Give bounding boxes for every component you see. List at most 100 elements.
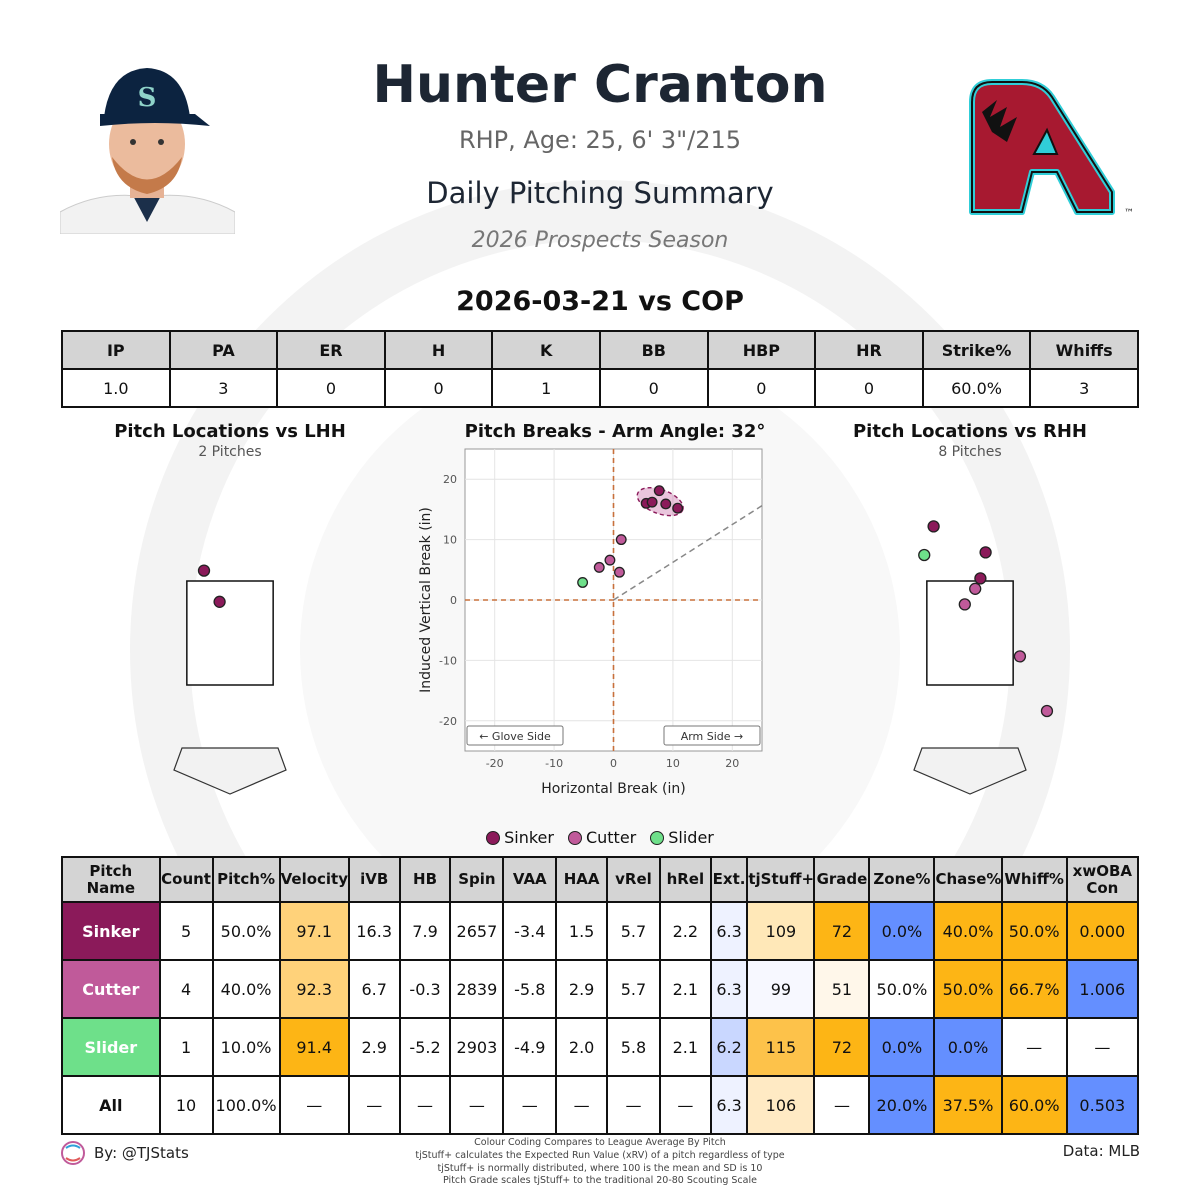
pitch-metric-cell: 6.7 [347,959,401,1019]
break-pitch-point [660,498,672,510]
x-tick-label: 10 [666,757,680,770]
pitch-metric-cell: 7.9 [398,901,452,961]
pitch-table-header: vRel [606,856,661,903]
box-score-value: 0 [814,368,924,408]
box-score-value: 60.0% [921,368,1032,408]
legend-swatch [486,830,501,845]
credit-text: By: @TJStats [94,1144,189,1162]
break-plot-title: Pitch Breaks - Arm Angle: 32° [464,421,766,442]
pitch-table-header: xwOBA Con [1065,856,1140,903]
season-label: 2026 Prospects Season [471,228,729,253]
pitch-metric-cell: 2.9 [555,959,609,1019]
pitch-metric-cell: 115 [746,1017,816,1077]
box-score-value: 0 [276,368,386,408]
box-score-header-row: IP PA ER H K BB HBP HR Strike% Whiffs [61,330,1139,370]
pitch-metric-cell: 2.1 [658,959,712,1019]
legend-item: Slider [650,828,714,847]
legend-label: Sinker [504,828,554,847]
pitch-metric-cell: 16.3 [347,901,401,961]
break-pitch-point [593,561,605,573]
rhh-pitch-point [958,598,971,611]
pitch-table-header: Whiff% [1000,856,1068,903]
y-tick-label: -20 [439,715,457,728]
rhh-home-plate [913,747,1027,795]
pitch-metric-cell: 0.000 [1065,901,1140,961]
summary-title: Daily Pitching Summary [426,176,774,210]
pitch-metric-cell: 5.8 [606,1017,661,1077]
break-pitch-point [653,485,665,497]
lhh-plot-title: Pitch Locations vs LHH [114,421,346,442]
footer-note: Colour Coding Compares to League Average… [474,1137,726,1148]
break-pitch-point [646,496,658,508]
pitch-metric-cell: 72 [813,901,871,961]
pitch-metric-cell: 20.0% [868,1075,936,1135]
pitch-metric-cell: — [398,1075,452,1135]
rhh-pitch-point [918,548,931,562]
pitch-table-header: Ext. [709,856,749,903]
break-pitch-point [577,577,589,588]
pitch-metric-cell: 2.9 [347,1017,401,1077]
pitch-name-cell: Slider [61,1017,161,1077]
box-score-value: 3 [1029,368,1139,408]
pitch-metric-cell: 66.7% [1000,959,1068,1019]
rhh-pitch-point [979,546,992,559]
player-name: Hunter Cranton [372,55,828,115]
pitch-table-header: Zone% [868,856,936,903]
pitch-metric-cell: 0.503 [1065,1075,1140,1135]
rhh-pitch-point [974,572,987,585]
pitch-metric-cell: 6.3 [709,1075,749,1135]
pitch-table-header: iVB [347,856,401,903]
pitch-metric-cell: — [658,1075,712,1135]
legend-item: Cutter [567,828,637,847]
box-score-header: IP [61,330,171,370]
box-score-header: HBP [706,330,817,370]
pitch-metric-cell: 60.0% [1000,1075,1068,1135]
break-pitch-point [613,566,625,578]
legend-label: Cutter [585,828,637,847]
pitch-metric-cell: 99 [746,959,816,1019]
rhh-pitch-point [969,582,982,595]
box-score-header: BB [598,330,709,370]
x-tick-label: 0 [610,757,617,770]
header: S Hunter Cranton RHP, Age: 25, 6' 3"/215… [0,0,1200,317]
pitch-table-header: tjStuff+ [746,856,816,903]
pitch-metric-cell: 6.2 [709,1017,749,1077]
y-axis-label: Induced Vertical Break (in) [418,507,434,693]
box-score-value: 1.0 [61,368,171,408]
y-tick-label: 20 [443,473,457,486]
pitch-table-row: All 10 100.0% — — — — — — — —6.3 106—20.0% 37.5% 60.0… [61,1075,1140,1135]
box-score-value: 3 [168,368,279,408]
rhh-strike-zone [926,580,1014,686]
pitch-table-header-row: Pitch Name Count Pitch% Velocity iVB HB Spin VA… [61,856,1140,903]
box-score-header: ER [276,330,386,370]
pitch-metric-cell: — [555,1075,609,1135]
pitch-metric-cell: 5.7 [606,901,661,961]
pitch-metric-cell: 1.5 [555,901,609,961]
data-source: Data: MLB [1062,1142,1140,1160]
pitch-metric-cell: — [347,1075,401,1135]
box-score-value: 0 [706,368,817,408]
lhh-location-plot [173,564,287,795]
pitch-metric-cell: 1 [158,1017,214,1077]
pitch-metric-cell: 0.0% [933,1017,1003,1077]
pitch-metric-cell: — [1065,1017,1140,1077]
rhh-pitch-point [1040,704,1054,718]
pitch-metric-cell: 2.0 [555,1017,609,1077]
pitch-metric-cell: 50.0% [868,959,936,1019]
pitch-metric-cell: 92.3 [278,959,350,1019]
player-headshot: S [60,62,235,234]
pitch-metric-cell: 0.0% [868,1017,936,1077]
y-tick-label: -10 [439,654,457,667]
pitch-table-header: HAA [555,856,609,903]
team-logo: ™ [969,79,1134,219]
pitch-table-header: VAA [502,856,558,903]
pitch-metric-cell: — [1000,1017,1068,1077]
box-score-value-row: 1.0 3 0 0 1 0 0 0 60.0% 3 [61,368,1139,408]
cap-logo: S [138,83,157,113]
pitch-metric-cell: 50.0% [211,901,281,961]
pitch-table-header: HB [398,856,452,903]
pitch-metric-cell: 40.0% [211,959,281,1019]
pitch-metric-cell: 6.3 [709,901,749,961]
legend-label: Slider [668,828,714,847]
rhh-pitch-point [927,520,940,533]
